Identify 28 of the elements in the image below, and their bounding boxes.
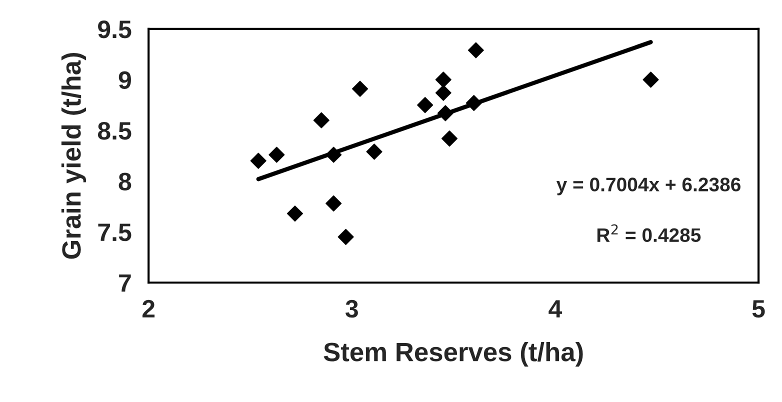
y-tick-label: 7.5 bbox=[98, 224, 132, 242]
point bbox=[313, 112, 330, 128]
y-tick-label: 8.5 bbox=[98, 122, 132, 140]
point bbox=[468, 42, 484, 58]
y-tick-label: 9.5 bbox=[98, 20, 132, 38]
x-tick-label: 3 bbox=[346, 300, 358, 318]
y-tick-label: 7 bbox=[119, 274, 131, 292]
point bbox=[642, 72, 659, 88]
annotation: y = 0.7004x + 6.2386 bbox=[556, 178, 740, 196]
point bbox=[286, 206, 304, 222]
point bbox=[250, 152, 266, 169]
y-axis-title: Grain yield (t/ha) bbox=[61, 52, 86, 259]
point bbox=[268, 146, 285, 163]
point bbox=[435, 84, 452, 101]
x-tick-label: 5 bbox=[752, 300, 765, 318]
point bbox=[338, 228, 354, 245]
annotation: R$^{2}$ = 0.4285 bbox=[597, 224, 701, 242]
point bbox=[417, 97, 434, 114]
point bbox=[441, 130, 458, 147]
y-tick-label: 8 bbox=[118, 172, 132, 190]
point bbox=[352, 80, 368, 97]
x-tick-label: 4 bbox=[548, 300, 562, 318]
point bbox=[435, 72, 452, 88]
y-tick-label: 9 bbox=[118, 71, 131, 89]
x-tick-label: 2 bbox=[142, 300, 155, 318]
point bbox=[366, 144, 382, 160]
x-axis-title: Stem Reserves (t/ha) bbox=[324, 342, 583, 367]
point bbox=[326, 195, 342, 212]
